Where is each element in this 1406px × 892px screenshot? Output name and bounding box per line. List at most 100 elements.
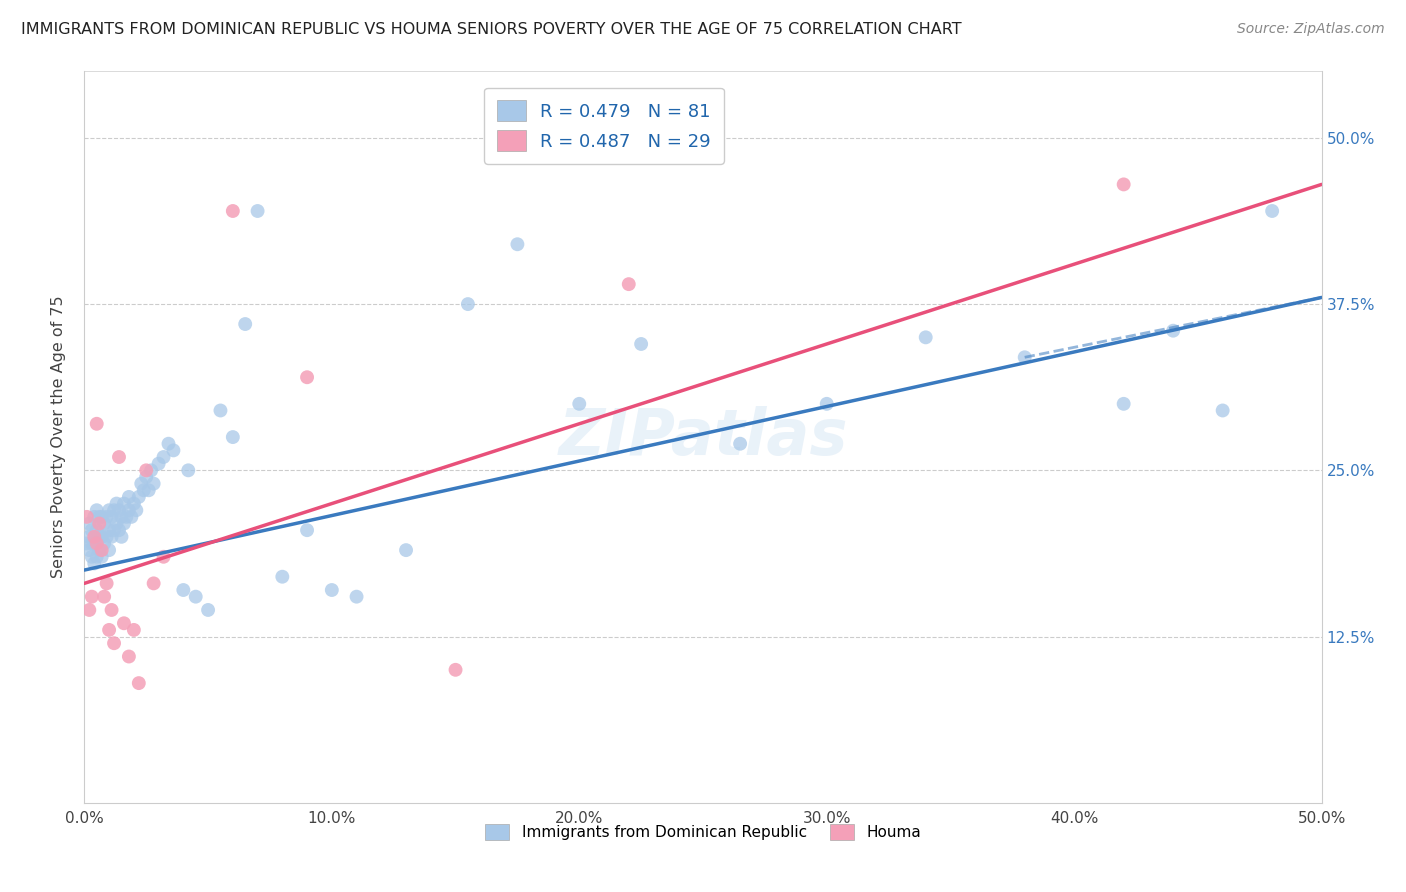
Point [122, 623, 145, 637]
Point [128, 676, 150, 690]
Point [80, 536, 103, 550]
Point [120, 509, 142, 524]
Point [233, 317, 256, 331]
Point [105, 497, 128, 511]
Point [112, 497, 135, 511]
Point [83, 530, 105, 544]
Point [112, 516, 135, 531]
Point [98, 503, 121, 517]
Point [110, 509, 132, 524]
Point [209, 403, 232, 417]
Point [98, 623, 121, 637]
Point [100, 530, 122, 544]
Point [89, 530, 111, 544]
Point [184, 590, 207, 604]
Point [93, 590, 115, 604]
Point [108, 523, 131, 537]
Point [271, 570, 294, 584]
Point [118, 490, 141, 504]
Point [90, 530, 112, 544]
Point [1112, 397, 1135, 411]
Point [103, 523, 125, 537]
Point [89, 516, 111, 531]
Point [79, 516, 101, 531]
Point [222, 430, 245, 444]
Point [222, 204, 245, 219]
Point [118, 503, 141, 517]
Text: ZIPatlas: ZIPatlas [558, 406, 848, 468]
Point [152, 549, 174, 564]
Point [444, 663, 467, 677]
Point [321, 582, 343, 597]
Point [1212, 403, 1234, 417]
Point [197, 603, 219, 617]
Point [86, 503, 108, 517]
Point [79, 530, 101, 544]
Point [80, 590, 103, 604]
Point [110, 530, 132, 544]
Point [129, 476, 152, 491]
Point [295, 523, 318, 537]
Point [100, 509, 122, 524]
Point [89, 543, 111, 558]
Point [93, 536, 115, 550]
Point [815, 397, 838, 411]
Point [128, 490, 150, 504]
Point [630, 337, 652, 351]
Text: IMMIGRANTS FROM DOMINICAN REPUBLIC VS HOUMA SENIORS POVERTY OVER THE AGE OF 75 C: IMMIGRANTS FROM DOMINICAN REPUBLIC VS HO… [21, 22, 962, 37]
Point [1112, 178, 1135, 192]
Point [86, 536, 108, 550]
Text: Source: ZipAtlas.com: Source: ZipAtlas.com [1237, 22, 1385, 37]
Point [98, 543, 121, 558]
Point [89, 509, 111, 524]
Point [112, 616, 135, 631]
Point [96, 530, 118, 544]
Point [86, 536, 108, 550]
Point [80, 549, 103, 564]
Point [142, 576, 165, 591]
Point [83, 509, 105, 524]
Point [142, 476, 165, 491]
Point [152, 450, 174, 464]
Point [135, 463, 157, 477]
Point [1161, 324, 1184, 338]
Point [295, 370, 318, 384]
Legend: Immigrants from Dominican Republic, Houma: Immigrants from Dominican Republic, Houm… [479, 818, 927, 847]
Point [346, 590, 368, 604]
Point [86, 523, 108, 537]
Point [79, 603, 101, 617]
Point [122, 497, 145, 511]
Point [148, 457, 170, 471]
Point [141, 463, 163, 477]
Point [98, 523, 121, 537]
Point [506, 237, 529, 252]
Point [100, 603, 122, 617]
Point [395, 543, 418, 558]
Point [1261, 204, 1284, 219]
Point [96, 509, 118, 524]
Point [76, 536, 98, 550]
Point [617, 277, 640, 292]
Point [83, 557, 105, 571]
Point [115, 509, 138, 524]
Point [135, 470, 157, 484]
Point [90, 543, 112, 558]
Y-axis label: Seniors Poverty Over the Age of 75: Seniors Poverty Over the Age of 75 [51, 296, 66, 578]
Point [80, 523, 103, 537]
Point [93, 516, 115, 531]
Point [914, 330, 936, 344]
Point [157, 436, 180, 450]
Point [86, 417, 108, 431]
Point [728, 436, 751, 450]
Point [162, 443, 184, 458]
Point [86, 549, 108, 564]
Point [105, 516, 128, 531]
Point [172, 582, 194, 597]
Point [1014, 351, 1036, 365]
Point [177, 463, 200, 477]
Point [90, 549, 112, 564]
Point [76, 509, 98, 524]
Point [108, 450, 131, 464]
Point [83, 536, 105, 550]
Point [90, 509, 112, 524]
